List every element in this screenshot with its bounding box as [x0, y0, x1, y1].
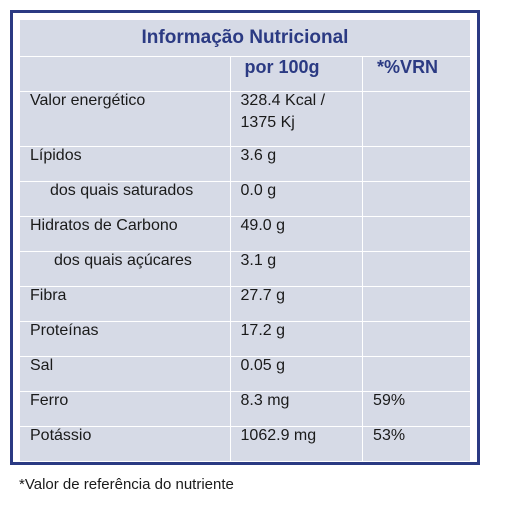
- table-row: dos quais saturados 0.0 g: [19, 181, 471, 217]
- nutrient-value: 27.7 g: [229, 286, 364, 322]
- nutrient-vrn: [362, 321, 471, 357]
- table-header-row: por 100g *%VRN: [19, 56, 471, 92]
- nutrient-vrn: [362, 216, 471, 252]
- footnote: *Valor de referência do nutriente: [19, 476, 234, 493]
- nutrient-name: dos quais açúcares: [19, 251, 231, 287]
- table-title: Informação Nutricional: [19, 19, 471, 57]
- nutrient-value: 1062.9 mg: [229, 426, 364, 462]
- table-title-row: Informação Nutricional: [19, 19, 471, 57]
- header-nutrient: [19, 56, 231, 92]
- header-vrn: *%VRN: [362, 56, 471, 92]
- table-row: Fibra 27.7 g: [19, 286, 471, 322]
- nutrition-table: Informação Nutricional por 100g *%VRN Va…: [19, 19, 471, 462]
- nutrient-name: dos quais saturados: [19, 181, 231, 217]
- nutrient-vrn: [362, 181, 471, 217]
- nutrient-value: 49.0 g: [229, 216, 364, 252]
- nutrient-name: Sal: [19, 356, 231, 392]
- nutrient-name: Fibra: [19, 286, 231, 322]
- header-per-100g: por 100g: [229, 56, 364, 92]
- nutrient-value: 0.0 g: [229, 181, 364, 217]
- nutrient-value: 8.3 mg: [229, 391, 364, 427]
- table-row: dos quais açúcares 3.1 g: [19, 251, 471, 287]
- nutrient-vrn: [362, 146, 471, 182]
- nutrient-name: Hidratos de Carbono: [19, 216, 231, 252]
- nutrient-name: Valor energético: [19, 91, 231, 147]
- table-row: Ferro 8.3 mg 59%: [19, 391, 471, 427]
- nutrient-value: 328.4 Kcal / 1375 Kj: [229, 91, 364, 147]
- nutrient-value: 0.05 g: [229, 356, 364, 392]
- nutrient-vrn: 59%: [362, 391, 471, 427]
- nutrient-value: 3.6 g: [229, 146, 364, 182]
- nutrient-name: Proteínas: [19, 321, 231, 357]
- nutrient-value-line: 328.4 Kcal /: [240, 92, 326, 109]
- nutrient-name: Lípidos: [19, 146, 231, 182]
- table-row: Lípidos 3.6 g: [19, 146, 471, 182]
- table-row: Hidratos de Carbono 49.0 g: [19, 216, 471, 252]
- nutrient-value: 3.1 g: [229, 251, 364, 287]
- nutrition-table-frame: Informação Nutricional por 100g *%VRN Va…: [10, 10, 480, 465]
- nutrient-vrn: [362, 356, 471, 392]
- nutrient-name: Potássio: [19, 426, 231, 462]
- nutrient-value: 17.2 g: [229, 321, 364, 357]
- table-row: Sal 0.05 g: [19, 356, 471, 392]
- nutrient-value-line: 1375 Kj: [240, 114, 295, 131]
- table-row: Proteínas 17.2 g: [19, 321, 471, 357]
- nutrient-vrn: [362, 251, 471, 287]
- nutrient-name: Ferro: [19, 391, 231, 427]
- nutrient-vrn: 53%: [362, 426, 471, 462]
- table-row: Valor energético 328.4 Kcal / 1375 Kj: [19, 91, 471, 147]
- nutrient-vrn: [362, 286, 471, 322]
- table-row: Potássio 1062.9 mg 53%: [19, 426, 471, 462]
- nutrient-vrn: [362, 91, 471, 147]
